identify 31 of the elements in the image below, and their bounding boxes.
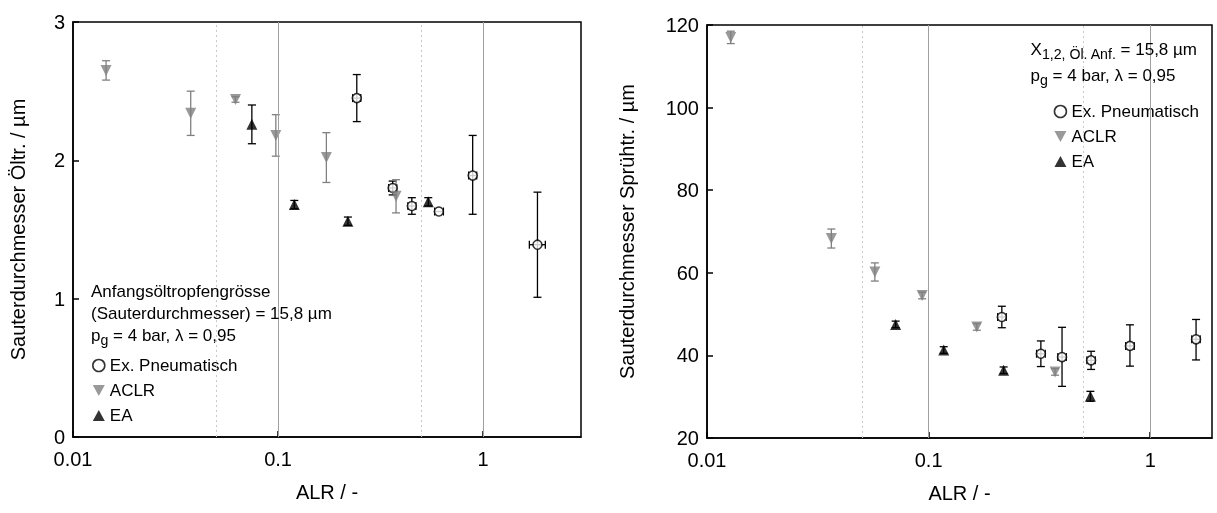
x-tick-label: 0.01 xyxy=(687,449,726,471)
legend-label: Ex. Pneumatisch xyxy=(1070,102,1199,121)
x-tick-label: 0.1 xyxy=(914,449,943,471)
legend-label: EA xyxy=(109,406,134,425)
annotation: p$_{g}$ = 4 bar, λ = 0,95 xyxy=(91,325,236,348)
x-tick-label: 0.01 xyxy=(53,448,93,470)
x-tick-label: 0.1 xyxy=(264,448,292,470)
annotation: X$_{1,2, Öl. Anf.}$ = 15,8 µm xyxy=(1030,40,1197,63)
y-axis-title: Sauterdurchmesser Sprühtr. / µm xyxy=(615,84,638,379)
y-tick-label: 60 xyxy=(676,261,699,284)
legend-label: Ex. Pneumatisch xyxy=(109,356,238,375)
y-tick-label: 3 xyxy=(53,11,65,33)
y-tick-label: 1 xyxy=(53,287,65,310)
y-tick-label: 2 xyxy=(53,149,65,172)
annotation: Anfangsöltropfengrösse xyxy=(91,281,271,301)
y-tick-label: 100 xyxy=(665,96,699,119)
annotation: (Sauterdurchmesser) = 15,8 µm xyxy=(91,303,332,323)
legend-label: EA xyxy=(1070,152,1095,171)
x-axis-title: ALR / - xyxy=(295,481,359,503)
y-tick-label: 0 xyxy=(53,426,65,448)
y-tick-label: 40 xyxy=(676,344,699,367)
x-tick-label: 1 xyxy=(1144,449,1156,471)
x-tick-label: 1 xyxy=(477,448,489,470)
x-axis-title: ALR / - xyxy=(927,482,991,504)
legend-label: ACLR xyxy=(1070,127,1117,146)
y-tick-label: 80 xyxy=(676,179,699,202)
y-axis-title: Sauterdurchmesser Öltr. / µm xyxy=(7,98,29,361)
y-tick-label: 120 xyxy=(665,14,699,36)
y-tick-label: 20 xyxy=(676,427,699,449)
legend-label: ACLR xyxy=(109,381,156,400)
annotation: p$_{g}$ = 4 bar, λ = 0,95 xyxy=(1030,66,1176,89)
